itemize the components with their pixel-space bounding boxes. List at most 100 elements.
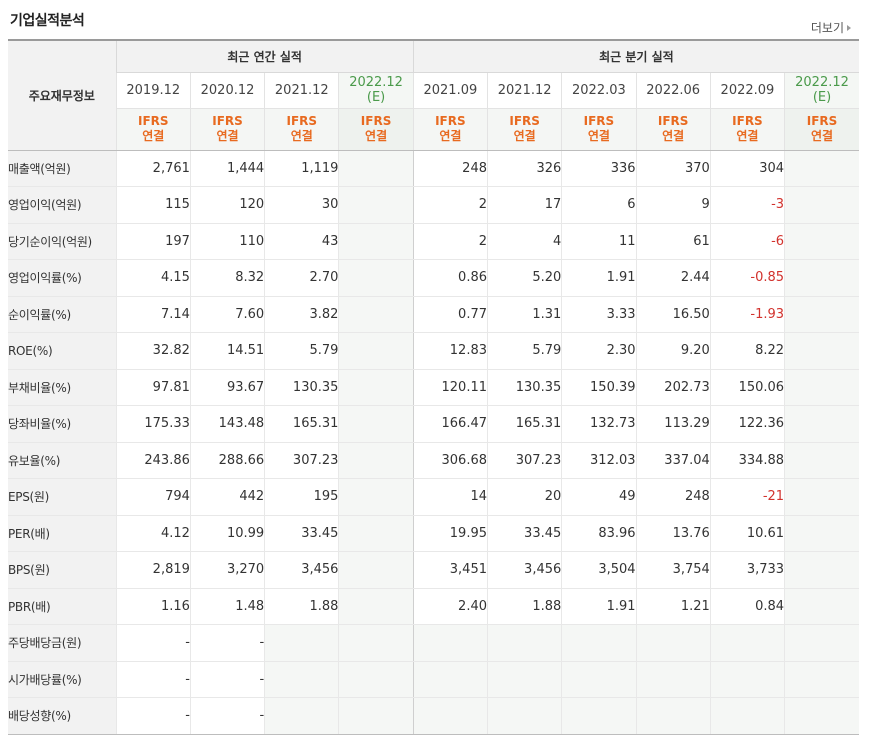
table-cell: 2.70 (264, 259, 339, 297)
table-cell: - (115, 697, 191, 735)
table-cell: 794 (115, 478, 191, 516)
table-cell: 115 (115, 186, 191, 224)
table-cell: 0.77 (412, 296, 488, 333)
row-label: 매출액(억원) (8, 150, 117, 187)
table-row: 배당성향(%) - - (8, 697, 859, 735)
table-cell: 43 (264, 223, 339, 260)
period-header: 2022.06 (635, 72, 711, 109)
row-label: BPS(원) (8, 551, 117, 589)
table-cell (784, 661, 859, 698)
table-cell: 33.45 (264, 515, 339, 552)
table-cell: 49 (561, 478, 637, 516)
table-cell: - (189, 697, 265, 735)
annual-group-header: 최근 연간 실적 (115, 39, 414, 73)
period-header: 2021.12 (264, 72, 339, 109)
more-link-label: 더보기 (810, 21, 844, 35)
table-cell (338, 661, 414, 698)
row-label: EPS(원) (8, 478, 117, 516)
financial-summary-table: 주요재무정보 최근 연간 실적 최근 분기 실적 2019.12 2020.12 2… (8, 39, 859, 735)
period-header: 2022.12 (E) (338, 72, 414, 109)
section-title: 기업실적분석 (10, 13, 85, 29)
table-cell: 3.82 (264, 296, 339, 333)
period-date: 2020.12 (200, 82, 255, 98)
table-cell: 5.20 (486, 259, 562, 297)
table-cell: 97.81 (115, 368, 191, 406)
table-cell: 0.84 (709, 588, 785, 625)
period-date: 2022.09 (720, 82, 775, 98)
period-header: 2021.09 (412, 72, 488, 109)
ifrs-label: IFRS (286, 114, 318, 128)
table-row: 부채비율(%) 97.81 93.67 130.35 120.11 130.35 150.3… (8, 368, 859, 406)
table-cell: - (115, 661, 191, 698)
period-date: 2022.12 (349, 75, 403, 90)
table-cell: 2.30 (561, 332, 637, 370)
more-link[interactable]: 더보기 (811, 19, 851, 36)
table-cell: 2 (412, 186, 488, 224)
consolidated-label: 연결 (810, 129, 834, 143)
table-cell: 248 (635, 478, 711, 516)
table-cell (412, 661, 488, 698)
table-cell (486, 661, 562, 698)
table-cell: -3 (709, 186, 785, 224)
table-cell (338, 405, 414, 443)
period-date: 2022.06 (646, 82, 701, 98)
table-cell (784, 442, 859, 479)
table-cell: 30 (264, 186, 339, 224)
table-cell (338, 478, 414, 516)
table-cell: 10.99 (189, 515, 265, 552)
table-cell: - (189, 661, 265, 698)
table-cell (784, 551, 859, 589)
table-cell: 6 (561, 186, 637, 224)
ifrs-consolidated-label: IFRS 연결 (709, 108, 785, 151)
table-cell (412, 697, 488, 735)
period-date: 2022.12 (795, 75, 849, 90)
ifrs-label: IFRS (137, 114, 169, 128)
table-row: BPS(원) 2,819 3,270 3,456 3,451 3,456 3,504 3,75… (8, 551, 859, 589)
table-cell: 1.88 (264, 588, 339, 625)
table-cell: 2,761 (115, 150, 191, 187)
table-cell (635, 697, 711, 735)
table-cell: 120 (189, 186, 265, 224)
table-cell: 130.35 (264, 368, 339, 406)
table-cell: 5.79 (264, 332, 339, 370)
table-cell (784, 588, 859, 625)
table-cell: 1.16 (115, 588, 191, 625)
period-header: 2022.03 (561, 72, 637, 109)
table-cell: 334.88 (709, 442, 785, 479)
table-cell: 3.33 (561, 296, 637, 333)
table-cell (784, 405, 859, 443)
period-date: 2019.12 (126, 82, 181, 98)
ifrs-label: IFRS (509, 114, 540, 128)
table-cell (635, 661, 711, 698)
table-cell: 3,456 (264, 551, 339, 589)
table-cell: 132.73 (561, 405, 637, 443)
row-label: 유보율(%) (8, 442, 117, 479)
table-cell: 4.15 (115, 259, 191, 297)
ifrs-label: IFRS (657, 114, 689, 128)
quarter-group-header: 최근 분기 실적 (412, 39, 859, 73)
table-cell: 165.31 (486, 405, 562, 443)
table-cell (709, 624, 785, 662)
table-cell: 326 (486, 150, 562, 187)
row-label: 시가배당률(%) (8, 661, 117, 698)
table-cell (338, 624, 414, 662)
table-cell (338, 515, 414, 552)
ifrs-consolidated-label: IFRS 연결 (561, 108, 637, 151)
table-cell: 312.03 (561, 442, 637, 479)
table-cell: 337.04 (635, 442, 711, 479)
table-cell (784, 368, 859, 406)
consolidated-label: 연결 (662, 129, 685, 143)
table-cell: 0.86 (412, 259, 488, 297)
table-cell: 304 (709, 150, 785, 187)
row-header: 주요재무정보 (8, 39, 117, 151)
table-cell: 202.73 (635, 368, 711, 406)
table-cell: 13.76 (635, 515, 711, 552)
table-cell: 288.66 (189, 442, 265, 479)
table-cell: 3,451 (412, 551, 488, 589)
consolidated-label: 연결 (365, 129, 388, 143)
table-cell (338, 150, 414, 187)
table-cell: 8.22 (709, 332, 785, 370)
table-cell (561, 661, 637, 698)
row-label: PER(배) (8, 515, 117, 552)
table-cell: 1.21 (635, 588, 711, 625)
